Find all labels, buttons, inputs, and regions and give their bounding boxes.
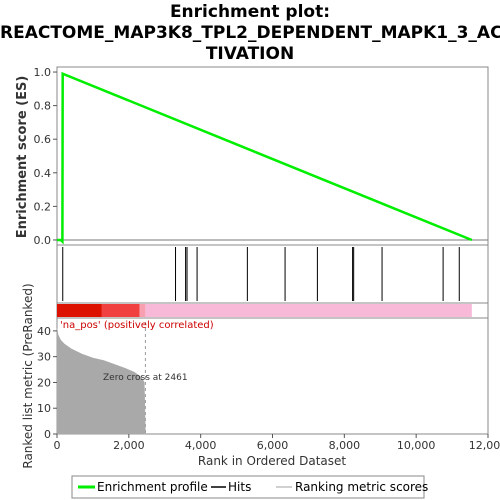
- metric-y-axis-label: Ranked list metric (PreRanked): [21, 283, 35, 468]
- hits-layer: [62, 247, 460, 301]
- legend-label-enrichment-profile: Enrichment profile: [97, 480, 208, 494]
- chart-title-line-1: Enrichment plot:: [169, 2, 331, 22]
- zero-cross-label: Zero cross at 2461: [103, 373, 188, 383]
- es-panel-frame: [56, 66, 489, 246]
- es-y-axis-label: Enrichment score (ES): [15, 76, 30, 239]
- x-tick-label: 6,000: [257, 439, 289, 452]
- metric-y-tick-label: 40: [37, 325, 51, 338]
- x-axis-label: Rank in Ordered Dataset: [198, 454, 346, 468]
- x-axis: 0 2,000 4,000 6,000 8,000 10,000 12,000: [54, 434, 500, 452]
- metric-y-tick-label: 10: [37, 402, 51, 415]
- hits-panel-frame: [56, 244, 489, 304]
- enrichment-profile-line: [57, 71, 473, 245]
- es-layer: 0.0 0.2 0.4 0.6 0.8 1.0: [34, 66, 488, 247]
- x-tick-label: 12,000: [469, 439, 500, 452]
- es-y-tick-label: 1.0: [34, 66, 52, 79]
- metric-y-tick-label: 30: [37, 351, 51, 364]
- x-tick-label: 2,000: [113, 439, 145, 452]
- x-tick-label: 10,000: [397, 439, 436, 452]
- chart-title-line-2: REACTOME_MAP3K8_TPL2_DEPENDENT_MAPK1_3_A…: [0, 23, 500, 43]
- x-tick-label: 0: [54, 439, 61, 452]
- es-y-tick-label: 0.6: [34, 133, 52, 146]
- es-y-tick-label: 0.8: [34, 100, 52, 113]
- gradient-label: 'na_pos' (positively correlated): [60, 320, 214, 331]
- metric-y-tick-label: 20: [37, 376, 51, 389]
- metric-y-tick-label: 0: [44, 428, 51, 441]
- legend-label-hits: Hits: [228, 480, 251, 494]
- gradient-segment: [139, 304, 146, 317]
- legend-label-ranking-metric: Ranking metric scores: [295, 480, 428, 494]
- gradient-segment: [101, 304, 140, 317]
- ranking-metric-area: [56, 328, 146, 435]
- gradient-segment: [57, 304, 102, 317]
- x-tick-label: 4,000: [185, 439, 217, 452]
- es-y-tick-label: 0.2: [34, 200, 52, 213]
- es-y-tick-label: 0.4: [34, 167, 52, 180]
- x-tick-label: 8,000: [329, 439, 361, 452]
- chart-title-line-3: TIVATION: [205, 44, 295, 64]
- gradient-segment: [145, 304, 472, 317]
- gradient-layer: [57, 304, 472, 317]
- metric-layer: 0 10 20 30 40: [37, 322, 146, 441]
- legend: Enrichment profile Hits Ranking metric s…: [71, 475, 428, 499]
- es-y-tick-label: 0.0: [34, 234, 52, 247]
- legend-box: [71, 475, 425, 499]
